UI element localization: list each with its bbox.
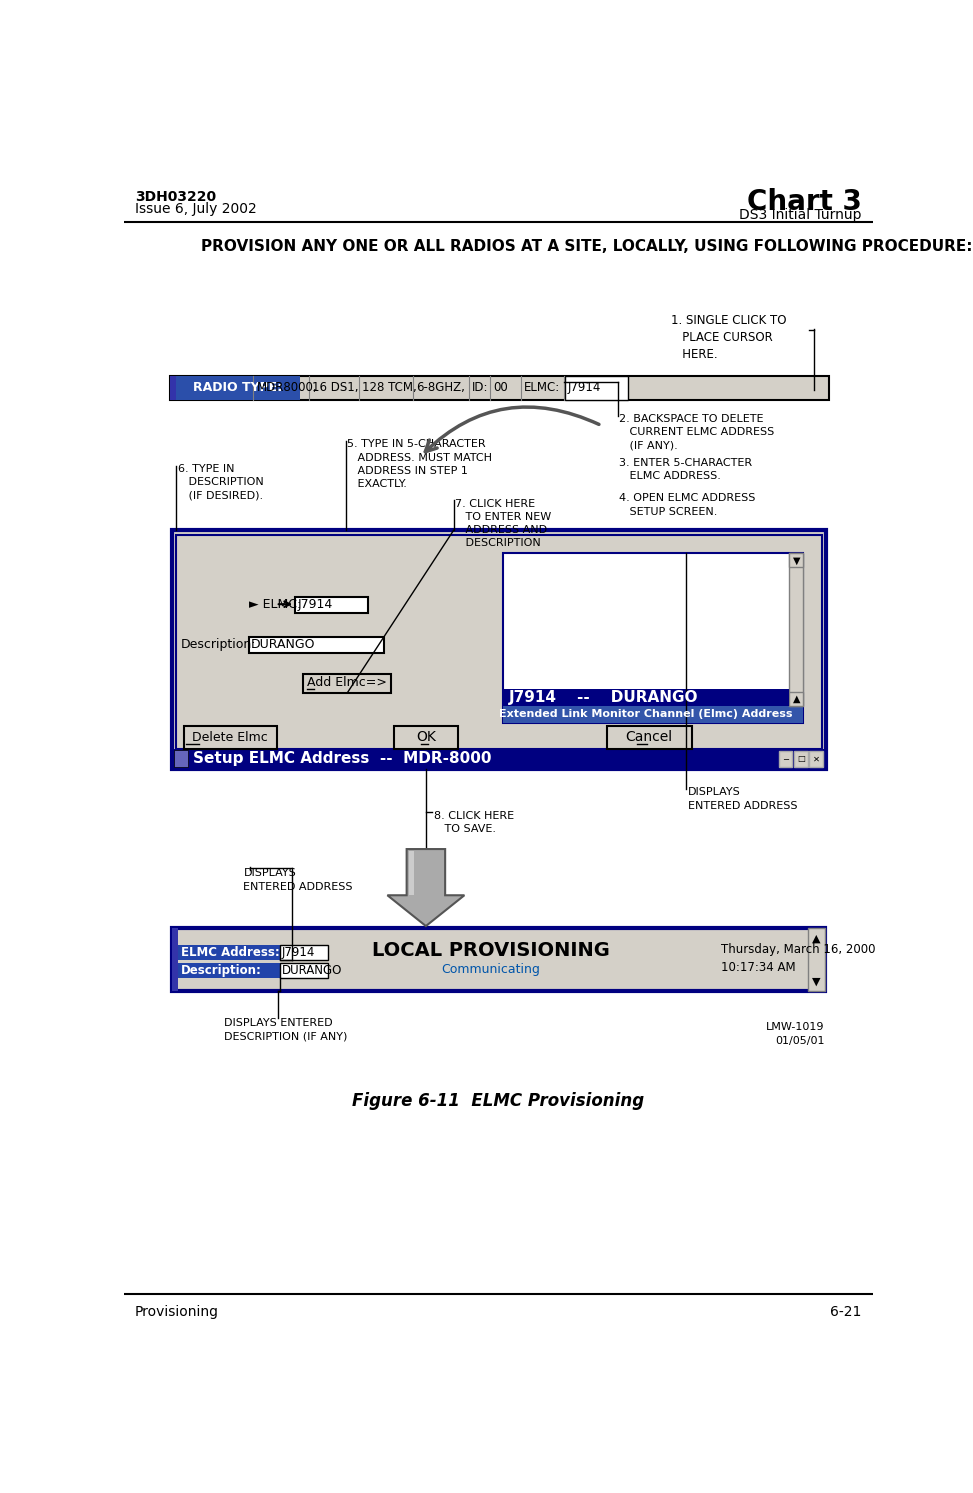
- FancyBboxPatch shape: [170, 376, 176, 400]
- FancyBboxPatch shape: [174, 749, 188, 767]
- Text: OK: OK: [416, 730, 436, 745]
- FancyBboxPatch shape: [172, 927, 825, 991]
- FancyBboxPatch shape: [503, 706, 803, 723]
- Text: 5. TYPE IN 5-CHARACTER
   ADDRESS. MUST MATCH
   ADDRESS IN STEP 1
   EXACTLY.: 5. TYPE IN 5-CHARACTER ADDRESS. MUST MAT…: [347, 439, 492, 490]
- Polygon shape: [387, 850, 464, 926]
- Text: ► ELMC:: ► ELMC:: [249, 597, 301, 611]
- Text: 6-8GHZ,: 6-8GHZ,: [415, 381, 465, 394]
- Text: Cancel: Cancel: [626, 730, 672, 745]
- Text: 4. OPEN ELMC ADDRESS
   SETUP SCREEN.: 4. OPEN ELMC ADDRESS SETUP SCREEN.: [619, 493, 756, 517]
- FancyBboxPatch shape: [176, 534, 821, 749]
- FancyBboxPatch shape: [178, 963, 328, 978]
- FancyBboxPatch shape: [794, 751, 808, 767]
- Text: DS3 Initial Turnup: DS3 Initial Turnup: [739, 209, 862, 222]
- FancyBboxPatch shape: [778, 751, 792, 767]
- FancyBboxPatch shape: [184, 726, 276, 749]
- Text: DISPLAYS
ENTERED ADDRESS: DISPLAYS ENTERED ADDRESS: [243, 869, 353, 891]
- FancyBboxPatch shape: [172, 530, 826, 769]
- Text: DURANGO: DURANGO: [282, 964, 342, 978]
- Text: ▼: ▼: [812, 976, 820, 987]
- Text: Communicating: Communicating: [441, 963, 540, 976]
- Text: LMW-1019
01/05/01: LMW-1019 01/05/01: [767, 1023, 825, 1047]
- Text: J7914: J7914: [567, 381, 601, 394]
- Text: 2. BACKSPACE TO DELETE
   CURRENT ELMC ADDRESS
   (IF ANY).: 2. BACKSPACE TO DELETE CURRENT ELMC ADDR…: [619, 414, 775, 451]
- Text: DISPLAYS ENTERED
DESCRIPTION (IF ANY): DISPLAYS ENTERED DESCRIPTION (IF ANY): [224, 1018, 347, 1042]
- Text: ▼: ▼: [793, 555, 800, 566]
- Text: Description:: Description:: [181, 964, 262, 978]
- Text: J7914    --    DURANGO: J7914 -- DURANGO: [509, 690, 699, 705]
- FancyBboxPatch shape: [176, 376, 300, 400]
- FancyBboxPatch shape: [303, 675, 391, 693]
- FancyBboxPatch shape: [172, 927, 178, 991]
- FancyBboxPatch shape: [789, 691, 803, 706]
- Text: Delete Elmc: Delete Elmc: [193, 732, 269, 744]
- Text: ✕: ✕: [812, 754, 820, 763]
- Text: MDR8000,: MDR8000,: [257, 381, 317, 394]
- FancyBboxPatch shape: [279, 945, 328, 960]
- Text: 00: 00: [493, 381, 508, 394]
- FancyBboxPatch shape: [170, 376, 829, 400]
- FancyBboxPatch shape: [789, 554, 803, 706]
- Text: ELMC:: ELMC:: [523, 381, 559, 394]
- Text: 7. CLICK HERE
   TO ENTER NEW
   ADDRESS AND
   DESCRIPTION: 7. CLICK HERE TO ENTER NEW ADDRESS AND D…: [455, 499, 552, 548]
- FancyBboxPatch shape: [607, 726, 692, 749]
- Text: ID:: ID:: [472, 381, 488, 394]
- Text: PROVISION ANY ONE OR ALL RADIOS AT A SITE, LOCALLY, USING FOLLOWING PROCEDURE:: PROVISION ANY ONE OR ALL RADIOS AT A SIT…: [201, 239, 973, 254]
- Text: ▲: ▲: [793, 694, 800, 703]
- FancyBboxPatch shape: [503, 554, 803, 723]
- Text: J7914: J7914: [282, 945, 315, 959]
- Text: Issue 6, July 2002: Issue 6, July 2002: [135, 202, 257, 216]
- FancyBboxPatch shape: [789, 554, 803, 567]
- FancyBboxPatch shape: [279, 963, 328, 978]
- Text: □: □: [797, 754, 805, 763]
- Text: Provisioning: Provisioning: [135, 1305, 219, 1318]
- Text: 6. TYPE IN
   DESCRIPTION
   (IF DESIRED).: 6. TYPE IN DESCRIPTION (IF DESIRED).: [178, 464, 264, 500]
- Text: Thursday, March 16, 2000
10:17:34 AM: Thursday, March 16, 2000 10:17:34 AM: [721, 944, 876, 973]
- Text: Chart 3: Chart 3: [747, 188, 862, 216]
- Text: Setup ELMC Address  --  MDR-8000: Setup ELMC Address -- MDR-8000: [194, 751, 492, 766]
- Text: Description:: Description:: [181, 638, 257, 651]
- FancyBboxPatch shape: [178, 945, 328, 960]
- Text: 8. CLICK HERE
   TO SAVE.: 8. CLICK HERE TO SAVE.: [434, 811, 514, 833]
- FancyBboxPatch shape: [295, 597, 368, 614]
- Text: Add Elmc=>: Add Elmc=>: [307, 676, 387, 690]
- FancyBboxPatch shape: [172, 749, 826, 769]
- Text: Extended Link Monitor Channel (Elmc) Address: Extended Link Monitor Channel (Elmc) Add…: [498, 709, 792, 720]
- Text: Figure 6-11  ELMC Provisioning: Figure 6-11 ELMC Provisioning: [352, 1091, 644, 1109]
- Text: DISPLAYS
ENTERED ADDRESS: DISPLAYS ENTERED ADDRESS: [688, 787, 797, 811]
- Text: 1. SINGLE CLICK TO
   PLACE CURSOR
   HERE.: 1. SINGLE CLICK TO PLACE CURSOR HERE.: [670, 314, 786, 361]
- FancyBboxPatch shape: [249, 636, 383, 654]
- Text: DURANGO: DURANGO: [251, 638, 315, 651]
- FancyBboxPatch shape: [565, 376, 629, 400]
- Text: ▲: ▲: [812, 933, 820, 944]
- Text: 16 DS1,: 16 DS1,: [312, 381, 358, 394]
- Text: 3. ENTER 5-CHARACTER
   ELMC ADDRESS.: 3. ENTER 5-CHARACTER ELMC ADDRESS.: [619, 458, 752, 481]
- Text: ─: ─: [783, 754, 788, 763]
- Text: ELMC Address:: ELMC Address:: [181, 945, 280, 959]
- Text: 6-21: 6-21: [830, 1305, 862, 1318]
- FancyBboxPatch shape: [810, 751, 823, 767]
- Text: 3DH03220: 3DH03220: [135, 190, 216, 205]
- FancyBboxPatch shape: [503, 688, 789, 706]
- FancyBboxPatch shape: [393, 726, 458, 749]
- Text: 128 TCM,: 128 TCM,: [362, 381, 416, 394]
- Polygon shape: [409, 851, 414, 896]
- Text: RADIO TYPE:: RADIO TYPE:: [194, 381, 282, 394]
- Text: J7914: J7914: [298, 597, 333, 611]
- FancyBboxPatch shape: [808, 927, 825, 991]
- Text: LOCAL PROVISIONING: LOCAL PROVISIONING: [372, 941, 609, 960]
